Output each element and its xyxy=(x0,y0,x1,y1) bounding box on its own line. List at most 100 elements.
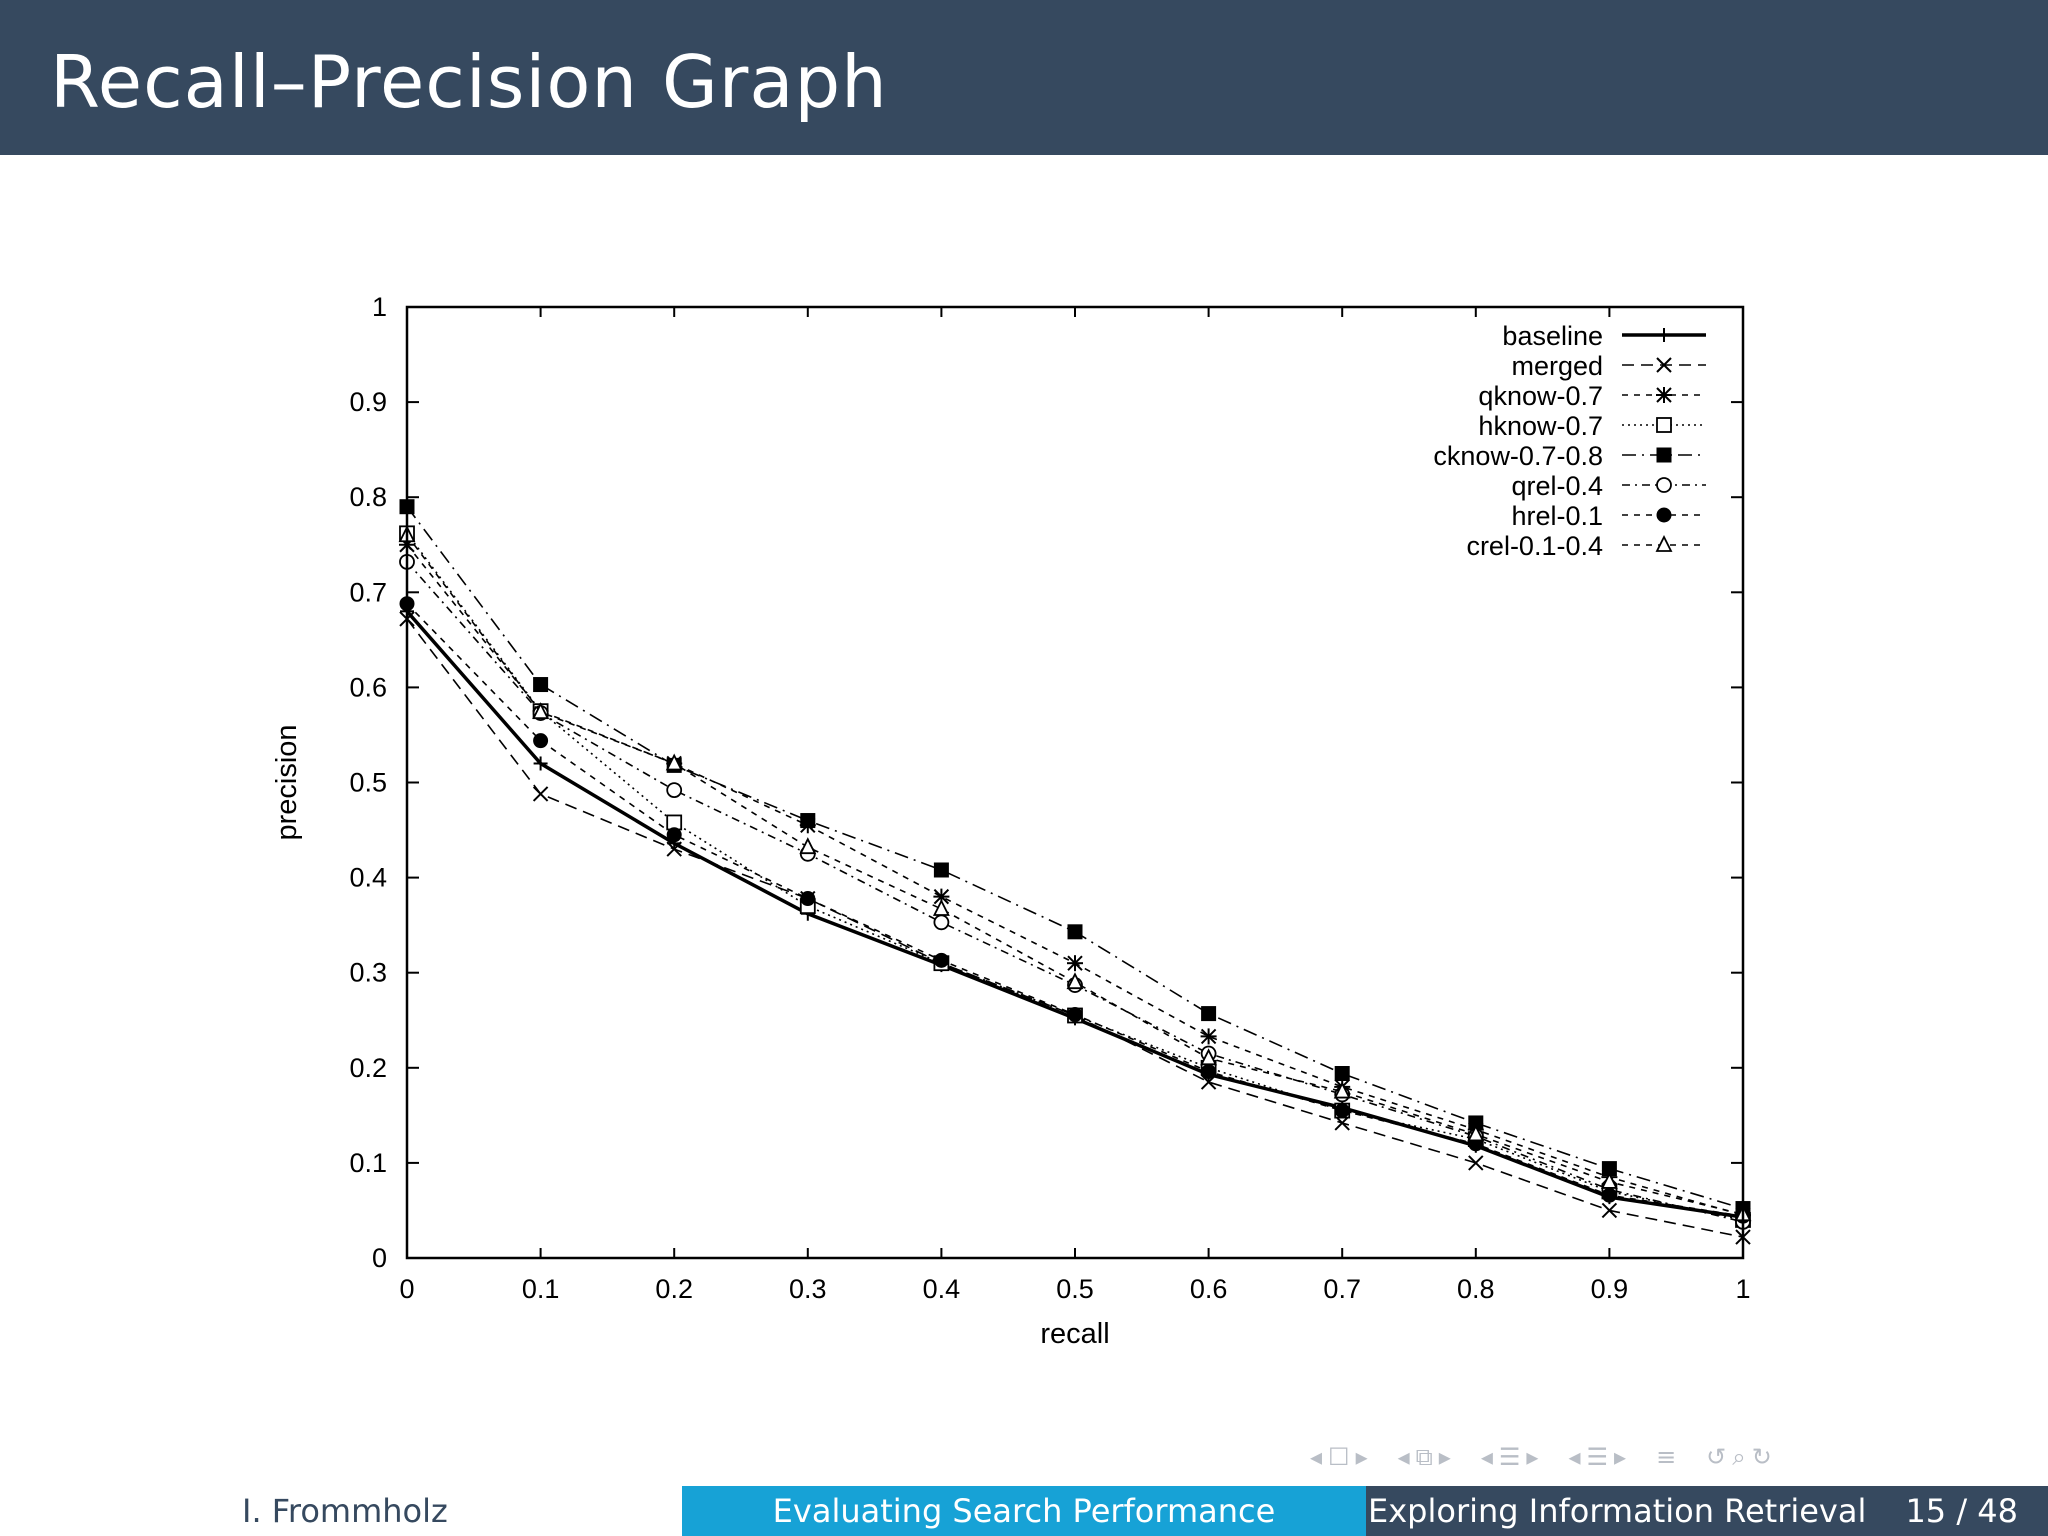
series-point-crel-0-1-0-4 xyxy=(532,702,550,720)
x-tick-label: 0.7 xyxy=(1323,1274,1361,1304)
nav-prev-subsection-icon[interactable]: ◂ xyxy=(1397,1443,1410,1471)
subsection-icon[interactable]: ⧉ xyxy=(1415,1443,1433,1471)
frame-icon[interactable]: ☐ xyxy=(1328,1443,1350,1471)
align-icon[interactable]: ≡ xyxy=(1656,1443,1677,1471)
series-point-hrel-0-1 xyxy=(1601,1187,1617,1203)
series-point-crel-0-1-0-4 xyxy=(1600,1171,1618,1189)
legend-label-qknow-0-7: qknow-0.7 xyxy=(1478,381,1603,411)
x-tick-label: 0.8 xyxy=(1457,1274,1495,1304)
footer-bar: I. Frommholz Evaluating Search Performan… xyxy=(0,1486,2048,1536)
legend-label-qrel-0-4: qrel-0.4 xyxy=(1511,471,1603,501)
legend-label-crel-0-1-0-4: crel-0.1-0.4 xyxy=(1466,531,1603,561)
beamer-navigation: ◂ ☐ ▸ ◂ ⧉ ▸ ◂ ☰ ▸ ◂ ☰ ▸ ≡ ↺ ⌕ ↻ xyxy=(1310,1440,2030,1474)
series-point-crel-0-1-0-4 xyxy=(932,898,950,916)
plot-series-layer xyxy=(398,499,1752,1245)
series-point-hrel-0-1 xyxy=(533,733,549,749)
x-tick-label: 0 xyxy=(399,1274,414,1304)
series-point-crel-0-1-0-4 xyxy=(1333,1081,1351,1099)
recall-precision-chart: 0 0.1 0.2 0.3 0.4 0.5 0.6 0.7 0.8 0.9 1 0 0.1 0.2 0.3 0… xyxy=(271,292,1752,1350)
legend-marker-hknow-0-7 xyxy=(1656,417,1672,433)
legend-label-baseline: baseline xyxy=(1502,321,1603,351)
series-line-cknow-0-7-0-8 xyxy=(406,506,1744,1210)
nav-next-subsubsection-icon[interactable]: ▸ xyxy=(1614,1443,1627,1471)
series-point-cknow-0-7-0-8 xyxy=(1067,924,1083,940)
title-bar: Recall–Precision Graph xyxy=(0,0,2048,155)
series-point-crel-0-1-0-4 xyxy=(1200,1048,1218,1066)
nav-subsection-group: ◂ ⧉ ▸ xyxy=(1398,1445,1451,1469)
y-tick-label: 0.6 xyxy=(349,672,387,702)
y-tick-label: 0.2 xyxy=(349,1053,387,1083)
y-tick-label: 0.5 xyxy=(349,768,387,798)
series-point-hrel-0-1 xyxy=(1067,1007,1083,1023)
nav-prev-subsubsection-icon[interactable]: ◂ xyxy=(1568,1443,1581,1471)
series-point-crel-0-1-0-4 xyxy=(665,753,683,771)
x-tick-label: 0.1 xyxy=(522,1274,560,1304)
nav-next-subsection-icon[interactable]: ▸ xyxy=(1438,1443,1451,1471)
x-tick-label: 0.2 xyxy=(655,1274,693,1304)
series-point-qknow-0-7 xyxy=(1200,1028,1217,1045)
section-icon[interactable]: ☰ xyxy=(1498,1443,1521,1471)
series-line-qknow-0-7 xyxy=(406,544,1744,1216)
x-tick-label: 0.6 xyxy=(1190,1274,1228,1304)
legend-marker-baseline xyxy=(1657,328,1671,342)
y-axis-label: precision xyxy=(271,724,303,840)
series-point-cknow-0-7-0-8 xyxy=(800,813,816,829)
footer-section-segment: Evaluating Search Performance xyxy=(682,1486,1366,1536)
series-point-hrel-0-1 xyxy=(666,827,682,843)
legend-marker-hrel-0-1 xyxy=(1656,507,1672,523)
x-axis-label: recall xyxy=(1040,1318,1109,1350)
y-tick-label: 1 xyxy=(372,292,387,322)
series-line-hknow-0-7 xyxy=(406,532,1744,1221)
series-point-cknow-0-7-0-8 xyxy=(933,862,949,878)
nav-next-section-icon[interactable]: ▸ xyxy=(1526,1443,1539,1471)
y-tick-label: 0.8 xyxy=(349,482,387,512)
footer-author-segment: I. Frommholz xyxy=(0,1486,682,1536)
series-point-qknow-0-7 xyxy=(1067,955,1083,972)
series-point-baseline xyxy=(533,756,548,771)
series-point-cknow-0-7-0-8 xyxy=(1334,1066,1350,1082)
series-point-qrel-0-4 xyxy=(933,914,950,931)
nav-frame-group: ◂ ☐ ▸ xyxy=(1310,1445,1368,1469)
series-point-hrel-0-1 xyxy=(1334,1103,1350,1119)
y-tick-label: 0.7 xyxy=(349,577,387,607)
series-point-crel-0-1-0-4 xyxy=(1467,1124,1485,1142)
nav-next-frame-icon[interactable]: ▸ xyxy=(1355,1443,1368,1471)
series-point-merged xyxy=(666,841,682,857)
series-point-crel-0-1-0-4 xyxy=(1066,972,1084,990)
series-line-hrel-0-1 xyxy=(406,603,1744,1217)
y-tick-label: 0.3 xyxy=(349,958,387,988)
y-tick-label: 0 xyxy=(372,1243,387,1273)
y-tick-label: 0.1 xyxy=(349,1148,387,1178)
nav-subsubsection-group: ◂ ☰ ▸ xyxy=(1568,1445,1626,1469)
undo-icon[interactable]: ↺ xyxy=(1706,1443,1727,1471)
legend-marker-qrel-0-4 xyxy=(1656,477,1672,493)
search-icon[interactable]: ⌕ xyxy=(1732,1443,1746,1471)
y-tick-label: 0.9 xyxy=(349,387,387,417)
nav-prev-frame-icon[interactable]: ◂ xyxy=(1310,1443,1323,1471)
x-tick-label: 0.4 xyxy=(923,1274,961,1304)
legend-marker-cknow-0-7-0-8 xyxy=(1656,447,1672,463)
x-tick-label: 0.3 xyxy=(789,1274,827,1304)
footer-author: I. Frommholz xyxy=(242,1492,448,1530)
nav-prev-section-icon[interactable]: ◂ xyxy=(1480,1443,1493,1471)
series-point-merged xyxy=(532,786,549,802)
slide-title: Recall–Precision Graph xyxy=(50,40,888,124)
subsubsection-icon[interactable]: ☰ xyxy=(1586,1443,1609,1471)
series-point-cknow-0-7-0-8 xyxy=(1201,1006,1217,1022)
series-point-merged xyxy=(1601,1202,1618,1219)
series-point-merged xyxy=(1468,1155,1484,1171)
legend-label-hknow-0-7: hknow-0.7 xyxy=(1478,411,1603,441)
legend-label-cknow-0-7-0-8: cknow-0.7-0.8 xyxy=(1433,441,1603,471)
series-line-baseline xyxy=(405,610,1744,1219)
footer-talk-title: Exploring Information Retrieval xyxy=(1368,1492,1867,1530)
x-tick-label: 0.9 xyxy=(1591,1274,1629,1304)
nav-align-group: ≡ xyxy=(1656,1445,1676,1469)
nav-section-group: ◂ ☰ ▸ xyxy=(1481,1445,1539,1469)
series-point-hrel-0-1 xyxy=(800,891,816,907)
legend-marker-qknow-0-7 xyxy=(1656,387,1672,403)
redo-icon[interactable]: ↻ xyxy=(1751,1443,1772,1471)
legend-label-merged: merged xyxy=(1511,351,1603,381)
series-point-cknow-0-7-0-8 xyxy=(533,677,549,693)
series-line-crel-0-1-0-4 xyxy=(406,534,1744,1216)
x-tick-label: 0.5 xyxy=(1056,1274,1094,1304)
